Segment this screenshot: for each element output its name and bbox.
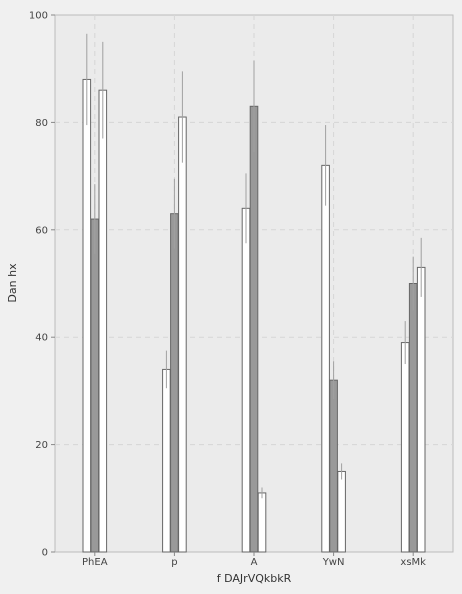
y-axis: 0 20 40 60 80 100 [29, 11, 55, 559]
bar [241, 207, 251, 553]
y-tick-label: 100 [29, 11, 48, 22]
x-axis-title: f DAJrVQkbkR [217, 572, 292, 585]
bar [178, 116, 187, 553]
bar [170, 213, 179, 553]
bar [400, 342, 410, 553]
y-tick-label: 40 [35, 333, 48, 344]
bar [321, 164, 330, 553]
x-tick-label: A [251, 557, 258, 568]
y-axis-title: Dan hx [6, 263, 19, 303]
bar [162, 368, 171, 553]
bar [90, 218, 100, 553]
bar [408, 283, 418, 553]
bar [82, 78, 92, 553]
x-tick-label: PhEA [82, 557, 108, 568]
x-tick-label: xsMk [400, 557, 426, 568]
x-tick-label: YwN [322, 557, 345, 568]
bars [82, 33, 426, 553]
x-tick-label: p [171, 557, 177, 568]
y-tick-label: 80 [35, 118, 48, 129]
y-tick-label: 60 [35, 225, 48, 236]
x-axis: PhEA p A YwN xsMk [82, 552, 426, 568]
bar [257, 492, 267, 553]
bar [329, 379, 338, 553]
bar [416, 266, 426, 553]
bar [249, 105, 259, 553]
y-tick-label: 20 [35, 440, 48, 451]
y-tick-label: 0 [42, 548, 48, 559]
bar [337, 470, 346, 553]
bar [98, 89, 108, 553]
